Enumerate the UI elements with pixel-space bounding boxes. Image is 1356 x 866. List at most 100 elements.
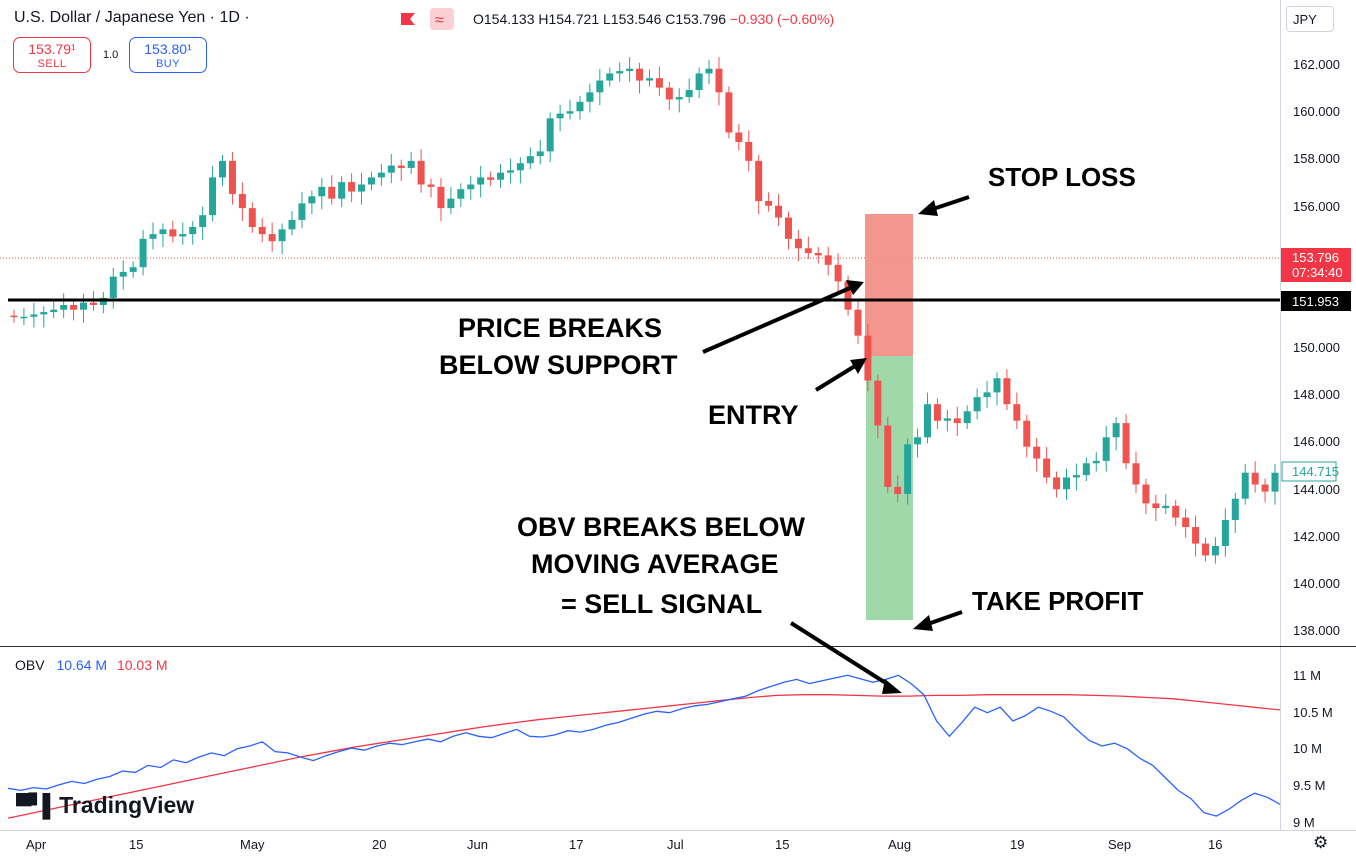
candle-body[interactable] <box>576 101 584 112</box>
candle-body[interactable] <box>1053 477 1061 490</box>
candle-body[interactable] <box>814 253 822 256</box>
candle-body[interactable] <box>367 177 375 185</box>
candle-body[interactable] <box>685 89 693 98</box>
candle-body[interactable] <box>1033 446 1041 459</box>
candle-body[interactable] <box>477 177 485 185</box>
candle-body[interactable] <box>914 437 922 445</box>
candle-body[interactable] <box>784 217 792 239</box>
candle-body[interactable] <box>288 219 296 230</box>
stop-loss-zone[interactable] <box>865 214 913 356</box>
candle-body[interactable] <box>1013 404 1021 421</box>
candle-body[interactable] <box>775 205 783 218</box>
candle-body[interactable] <box>467 184 475 190</box>
candle-body[interactable] <box>358 184 366 192</box>
candle-body[interactable] <box>874 380 882 426</box>
candle-body[interactable] <box>487 177 495 180</box>
candle-body[interactable] <box>993 378 1001 393</box>
candle-body[interactable] <box>953 418 961 424</box>
candle-body[interactable] <box>258 227 266 235</box>
obv-moving-average-line[interactable] <box>7 694 1281 819</box>
candle-body[interactable] <box>437 186 445 209</box>
symbol-title[interactable]: U.S. Dollar / Japanese Yen · 1D · <box>14 9 250 26</box>
candle-body[interactable] <box>129 267 137 272</box>
candle-body[interactable] <box>1072 475 1080 478</box>
candle-body[interactable] <box>1172 505 1180 518</box>
candle-body[interactable] <box>1182 517 1190 528</box>
candle-body[interactable] <box>665 87 673 100</box>
candle-body[interactable] <box>199 215 207 228</box>
candle-body[interactable] <box>1102 437 1110 461</box>
candle-body[interactable] <box>626 68 634 72</box>
candle-body[interactable] <box>536 151 544 157</box>
candle-body[interactable] <box>179 234 187 237</box>
candle-body[interactable] <box>933 404 941 421</box>
candle-body[interactable] <box>30 314 38 317</box>
candle-body[interactable] <box>387 165 395 173</box>
candle-body[interactable] <box>586 92 594 102</box>
candle-body[interactable] <box>894 486 902 494</box>
candle-body[interactable] <box>794 238 802 249</box>
candle-body[interactable] <box>983 392 991 398</box>
candle-body[interactable] <box>645 78 653 81</box>
candle-body[interactable] <box>1192 527 1200 544</box>
candle-body[interactable] <box>278 229 286 242</box>
candle-body[interactable] <box>318 186 326 197</box>
currency-selector[interactable]: JPY <box>1286 6 1334 32</box>
candle-body[interactable] <box>248 208 256 228</box>
candle-body[interactable] <box>834 264 842 282</box>
candle-body[interactable] <box>298 203 306 220</box>
candle-body[interactable] <box>1112 423 1120 438</box>
candle-body[interactable] <box>219 160 227 178</box>
candle-body[interactable] <box>109 276 117 298</box>
candle-body[interactable] <box>159 229 167 235</box>
candle-body[interactable] <box>447 198 455 209</box>
candle-body[interactable] <box>1231 498 1239 520</box>
candle-body[interactable] <box>268 234 276 242</box>
candle-body[interactable] <box>973 397 981 412</box>
candle-body[interactable] <box>1271 472 1279 492</box>
candle-body[interactable] <box>864 335 872 381</box>
candle-body[interactable] <box>1261 484 1269 492</box>
candle-body[interactable] <box>10 315 18 318</box>
candle-body[interactable] <box>745 141 753 161</box>
candle-body[interactable] <box>497 172 505 180</box>
candle-body[interactable] <box>308 196 316 204</box>
candle-body[interactable] <box>556 113 564 119</box>
candle-body[interactable] <box>1122 423 1130 464</box>
candle-body[interactable] <box>80 302 88 310</box>
candle-body[interactable] <box>904 444 912 494</box>
candle-body[interactable] <box>765 201 773 206</box>
tradingview-logo[interactable]: ▀▘▌ TradingView <box>16 792 194 819</box>
candle-body[interactable] <box>228 160 236 194</box>
candle-body[interactable] <box>636 68 644 81</box>
candle-body[interactable] <box>755 160 763 202</box>
candle-body[interactable] <box>1211 545 1219 556</box>
sell-button[interactable]: 153.79¹ SELL <box>13 37 91 73</box>
candle-body[interactable] <box>804 248 812 253</box>
candle-body[interactable] <box>824 255 832 265</box>
candle-body[interactable] <box>1162 505 1170 509</box>
candle-body[interactable] <box>348 182 356 192</box>
candle-body[interactable] <box>89 302 97 305</box>
candle-body[interactable] <box>70 304 78 310</box>
candle-body[interactable] <box>238 193 246 209</box>
candle-body[interactable] <box>725 92 733 133</box>
candle-body[interactable] <box>606 73 614 81</box>
candle-body[interactable] <box>695 73 703 90</box>
candle-body[interactable] <box>60 304 68 310</box>
candle-body[interactable] <box>40 312 48 315</box>
candle-body[interactable] <box>338 182 346 199</box>
candle-body[interactable] <box>189 227 197 235</box>
flag-icon[interactable] <box>396 8 420 30</box>
candle-body[interactable] <box>1092 460 1100 464</box>
candle-body[interactable] <box>169 229 177 237</box>
candle-body[interactable] <box>884 425 892 487</box>
candle-body[interactable] <box>506 170 514 173</box>
candle-body[interactable] <box>1043 458 1051 478</box>
candle-body[interactable] <box>427 184 435 187</box>
settings-gear-icon[interactable]: ⚙ <box>1313 833 1329 852</box>
candle-body[interactable] <box>675 97 683 100</box>
quantity-value[interactable]: 1.0 <box>103 49 119 61</box>
candle-body[interactable] <box>1082 463 1090 476</box>
